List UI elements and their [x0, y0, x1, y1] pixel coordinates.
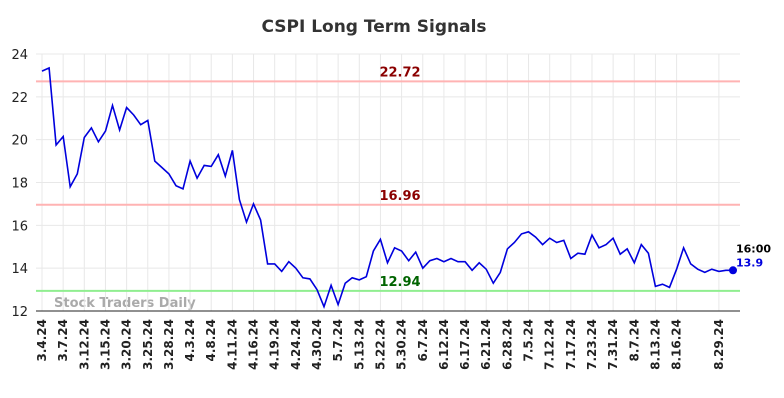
x-tick-label: 3.28.24 — [162, 319, 176, 370]
y-tick-label: 24 — [11, 48, 28, 63]
x-tick-label: 7.17.24 — [564, 319, 578, 370]
y-tick-label: 18 — [11, 177, 28, 192]
x-tick-label: 5.7.24 — [331, 319, 345, 362]
x-tick-label: 5.13.24 — [352, 319, 366, 370]
x-tick-label: 5.30.24 — [395, 319, 409, 370]
chart-title: CSPI Long Term Signals — [261, 17, 486, 37]
last-value-label: 13.9 — [736, 256, 763, 269]
x-tick-label: 4.30.24 — [310, 319, 324, 370]
y-tick-label: 22 — [11, 91, 28, 106]
y-tick-label: 20 — [11, 134, 28, 149]
x-tick-label: 3.4.24 — [35, 319, 49, 362]
x-tick-label: 5.22.24 — [373, 319, 387, 370]
x-tick-label: 4.3.24 — [183, 319, 197, 362]
y-tick-label: 16 — [11, 219, 28, 234]
reference-label: 12.94 — [379, 275, 420, 290]
x-tick-label: 4.19.24 — [268, 319, 282, 370]
x-tick-label: 8.16.24 — [670, 319, 684, 370]
x-tick-label: 7.5.24 — [522, 319, 536, 362]
x-tick-label: 6.28.24 — [500, 319, 514, 370]
x-tick-label: 4.11.24 — [225, 319, 239, 370]
x-tick-label: 3.25.24 — [141, 319, 155, 370]
last-point — [729, 266, 737, 275]
last-time-label: 16:00 — [736, 242, 771, 255]
x-tick-label: 4.16.24 — [247, 319, 261, 370]
x-tick-label: 7.23.24 — [585, 319, 599, 370]
x-tick-label: 3.7.24 — [56, 319, 70, 362]
price-line — [41, 66, 733, 310]
x-tick-label: 3.12.24 — [77, 319, 91, 370]
y-tick-label: 12 — [11, 305, 28, 320]
x-tick-label: 7.12.24 — [543, 319, 557, 370]
x-tick-label: 6.21.24 — [479, 319, 493, 370]
x-tick-label: 6.17.24 — [458, 319, 472, 370]
watermark: Stock Traders Daily — [54, 296, 196, 311]
x-tick-label: 8.13.24 — [648, 319, 662, 370]
x-tick-label: 4.8.24 — [204, 319, 218, 362]
x-tick-label: 6.7.24 — [416, 319, 430, 362]
x-tick-label: 4.24.24 — [289, 319, 303, 370]
x-tick-label: 7.31.24 — [606, 319, 620, 370]
y-tick-label: 14 — [11, 262, 28, 277]
x-tick-label: 6.12.24 — [437, 319, 451, 370]
x-tick-label: 8.7.24 — [627, 319, 641, 362]
x-tick-label: 3.15.24 — [98, 319, 112, 370]
reference-label: 16.96 — [379, 189, 420, 204]
x-tick-label: 8.29.24 — [712, 319, 726, 370]
reference-label: 22.72 — [379, 65, 420, 80]
x-tick-label: 3.20.24 — [120, 319, 134, 370]
